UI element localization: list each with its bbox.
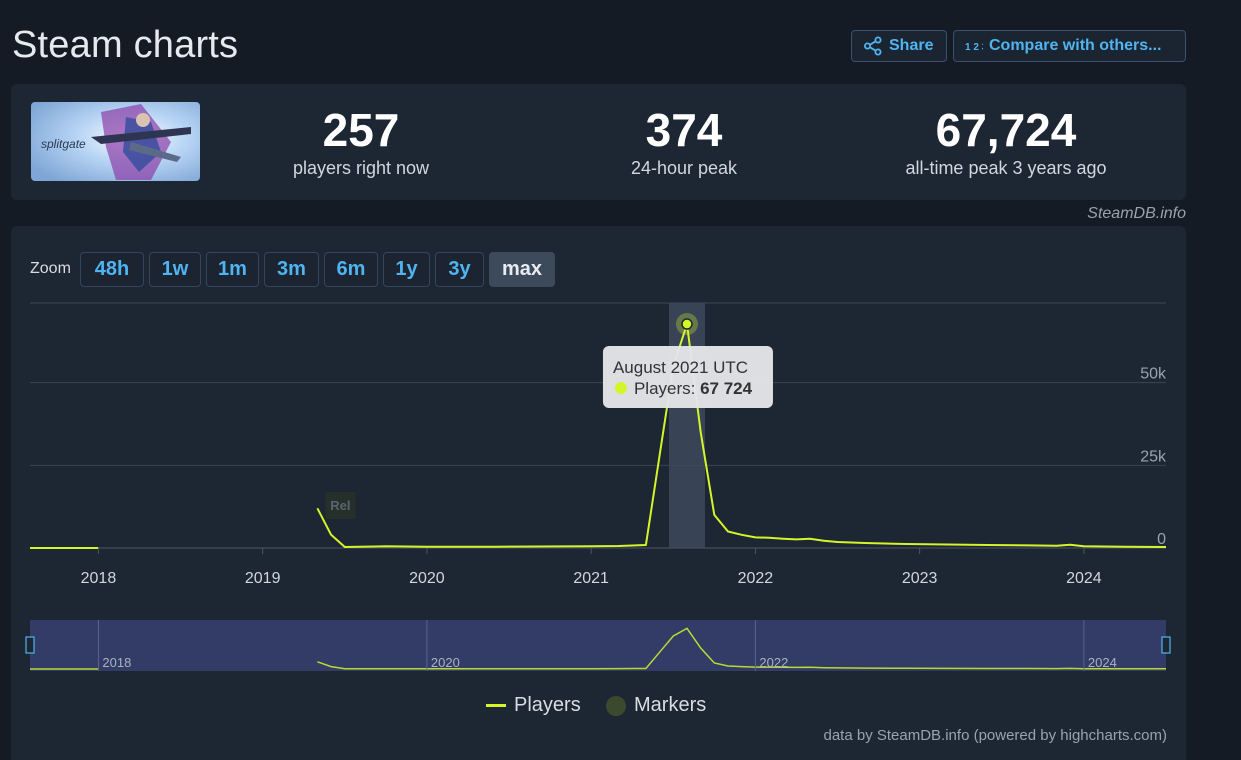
share-label: Share <box>889 37 934 54</box>
stat-alltime-peak: 67,724 all-time peak 3 years ago <box>871 104 1141 179</box>
zoom-button-3m[interactable]: 3m <box>264 252 319 287</box>
svg-text:splitgate: splitgate <box>41 137 86 151</box>
page-title: Steam charts <box>12 24 239 66</box>
share-icon <box>863 36 883 56</box>
svg-text:1 2 3: 1 2 3 <box>965 42 983 53</box>
chart-credit[interactable]: data by SteamDB.info (powered by highcha… <box>823 727 1168 744</box>
current-players-label: players right now <box>292 158 430 178</box>
compare-label: Compare with others... <box>989 37 1162 54</box>
stats-panel: splitgate 257 players right now 374 24-h… <box>11 84 1186 200</box>
legend-players[interactable]: Players <box>486 694 581 717</box>
peak24-value: 374 <box>645 104 723 156</box>
zoom-label: Zoom <box>30 260 71 277</box>
current-players-value: 257 <box>322 104 400 156</box>
legend-line-icon <box>486 704 506 707</box>
compare-button[interactable]: 1 2 3 Compare with others... <box>953 30 1186 62</box>
zoom-button-1y[interactable]: 1y <box>383 252 430 287</box>
share-button[interactable]: Share <box>851 30 947 62</box>
zoom-button-48h[interactable]: 48h <box>80 252 144 287</box>
stat-current-players: 257 players right now <box>261 104 461 179</box>
zoom-button-1w[interactable]: 1w <box>149 252 201 287</box>
peak24-label: 24-hour peak <box>630 158 738 178</box>
numbered-list-icon: 1 2 3 <box>965 36 983 56</box>
zoom-button-max[interactable]: max <box>489 252 555 287</box>
legend-marker-icon <box>606 695 626 716</box>
legend-markers-label: Markers <box>634 694 707 716</box>
zoom-button-6m[interactable]: 6m <box>324 252 378 287</box>
zoom-button-3y[interactable]: 3y <box>435 252 484 287</box>
legend-markers[interactable]: Markers <box>606 694 706 717</box>
zoom-button-1m[interactable]: 1m <box>206 252 259 287</box>
alltime-peak-label: all-time peak 3 years ago <box>905 158 1107 178</box>
steamdb-credit[interactable]: SteamDB.info <box>1087 205 1186 222</box>
chart-panel <box>11 226 1186 760</box>
game-thumbnail[interactable]: splitgate <box>31 102 200 181</box>
legend-players-label: Players <box>514 694 581 716</box>
stat-24h-peak: 374 24-hour peak <box>584 104 784 179</box>
alltime-peak-value: 67,724 <box>935 104 1077 156</box>
